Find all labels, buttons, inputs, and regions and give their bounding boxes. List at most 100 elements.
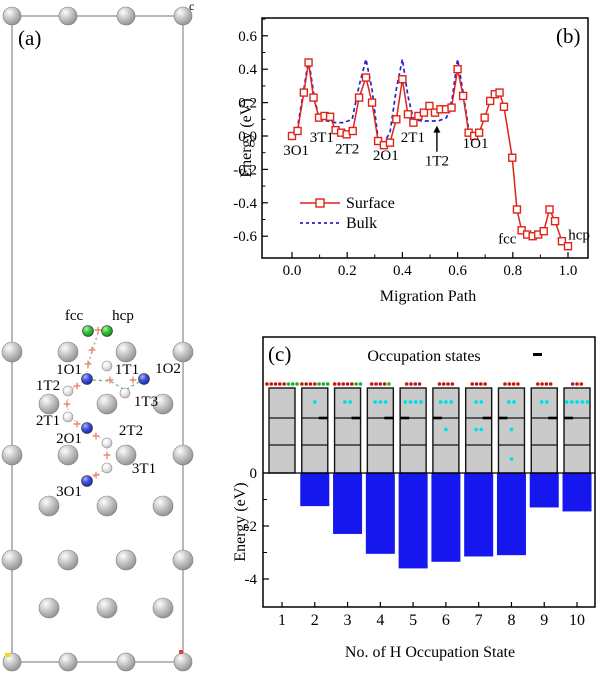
transition-state-plus-icon bbox=[106, 376, 114, 384]
surface-marker bbox=[499, 102, 509, 111]
electron-dot-cyan bbox=[474, 400, 478, 404]
panel-a-structure-svg: fcc hcp 1O1 1T1 1O2 1T2 1T3 2T1 2O1 2T2 3T1 3O1 c bbox=[1, 0, 194, 672]
metal-atom-sphere bbox=[172, 444, 194, 466]
electron-dot-cyan bbox=[444, 400, 448, 404]
surface-marker bbox=[309, 93, 318, 102]
plot-frame bbox=[261, 17, 589, 259]
fermi-level-dash bbox=[482, 416, 492, 420]
annotation-fcc: fcc bbox=[498, 232, 517, 248]
electron-dot-cyan bbox=[564, 400, 569, 404]
h-dot-red bbox=[337, 382, 341, 386]
h-dot-red bbox=[516, 382, 520, 386]
metal-atom-sphere bbox=[1, 549, 23, 571]
surface-marker bbox=[480, 113, 489, 122]
h-dot-green bbox=[290, 382, 295, 386]
electron-dot-cyan bbox=[569, 400, 574, 404]
panel-b-chart-svg: 0.0 0.2 0.4 0.6 0.8 1.0 0.6 0.4 0.2 0.0 -0.2 -0.4 -0… bbox=[233, 17, 590, 279]
h-dot-red bbox=[269, 382, 274, 386]
electron-dot-cyan bbox=[512, 400, 516, 404]
panel-a-label: (a) bbox=[18, 26, 42, 50]
site-hcp-sphere bbox=[101, 325, 113, 337]
surface-marker bbox=[545, 205, 554, 214]
metal-atom-sphere bbox=[58, 652, 78, 672]
electron-dot-cyan bbox=[479, 400, 484, 404]
surface-marker bbox=[512, 205, 522, 214]
fermi-level-dash bbox=[564, 416, 574, 420]
electron-dot-cyan bbox=[585, 400, 590, 404]
transition-state-plus-icon bbox=[103, 451, 111, 459]
h-dot-red bbox=[308, 382, 313, 386]
h-dot-red bbox=[446, 382, 450, 386]
metal-atom-sphere bbox=[2, 652, 22, 672]
panel-c-chart-svg: 1 2 3 4 5 6 7 8 9 10 0 -2 -4 bbox=[245, 336, 596, 629]
site-label-1T3: 1T3 bbox=[134, 394, 158, 410]
h-dot-red bbox=[404, 382, 409, 386]
transition-state-plus-icon bbox=[92, 471, 100, 479]
x-tick-label: 6 bbox=[442, 612, 450, 629]
panel-c-title: Occupation states bbox=[367, 348, 481, 365]
site-label-fcc: fcc bbox=[65, 308, 84, 324]
energy-bar bbox=[529, 473, 559, 508]
annotation-2T2: 2T2 bbox=[335, 142, 359, 158]
electron-dot-cyan bbox=[312, 400, 317, 404]
h-dot-red bbox=[507, 382, 512, 386]
annotation-3T1: 3T1 bbox=[310, 130, 334, 146]
transition-state-plus-icon bbox=[94, 326, 102, 334]
transition-state-plus-icon bbox=[73, 382, 81, 390]
site-fcc-sphere bbox=[82, 325, 94, 337]
fermi-level-dash bbox=[351, 416, 361, 420]
site-1T3-sphere bbox=[119, 387, 131, 399]
h-dot-red bbox=[345, 382, 350, 386]
x-tick-label: 9 bbox=[540, 612, 548, 629]
electron-dot-cyan bbox=[580, 400, 585, 404]
surface-marker bbox=[398, 75, 407, 84]
electron-dot-cyan bbox=[479, 427, 484, 432]
site-2T2-sphere bbox=[101, 437, 113, 449]
site-label-1O2: 1O2 bbox=[155, 361, 181, 377]
surface-marker bbox=[409, 118, 418, 127]
site-label-3O1: 3O1 bbox=[56, 484, 82, 500]
metal-atom-sphere bbox=[2, 6, 22, 26]
h-dot-green bbox=[354, 382, 358, 386]
metal-atom-sphere bbox=[173, 6, 193, 26]
surface-marker bbox=[325, 112, 335, 121]
h-dot-red bbox=[479, 382, 483, 386]
metal-atom-sphere bbox=[96, 597, 118, 619]
electron-dot-cyan bbox=[419, 400, 423, 404]
surface-marker bbox=[495, 88, 504, 97]
h-dot-red bbox=[441, 382, 446, 386]
metal-atom-sphere bbox=[57, 444, 79, 466]
annotation-3O1: 3O1 bbox=[283, 143, 309, 159]
metal-atom-sphere bbox=[116, 6, 136, 26]
annotation-hcp: hcp bbox=[568, 228, 590, 244]
surface-marker bbox=[304, 58, 313, 67]
transition-state-plus-icon bbox=[84, 360, 92, 368]
panel-c-x-axis-title: No. of H Occupation State bbox=[344, 644, 516, 661]
h-dot-red bbox=[450, 382, 455, 386]
transition-state-plus-icon bbox=[88, 346, 96, 354]
h-dot-red bbox=[579, 382, 584, 386]
x-tick-label: 8 bbox=[507, 612, 515, 629]
occupation-box bbox=[530, 387, 558, 474]
legend-surface-marker bbox=[315, 198, 325, 208]
site-label-2O1: 2O1 bbox=[56, 431, 82, 447]
surface-marker bbox=[485, 96, 495, 106]
surface-marker bbox=[361, 73, 371, 82]
y-tick-label: 0.0 bbox=[238, 129, 257, 145]
site-3T1-sphere bbox=[101, 462, 113, 474]
x-tick-label: 0.6 bbox=[448, 263, 467, 279]
energy-bar bbox=[365, 473, 395, 554]
y-tick-label: 0.4 bbox=[238, 62, 257, 78]
h-dot-red bbox=[535, 382, 540, 386]
electron-dot-cyan bbox=[474, 427, 478, 432]
origin-marker-red bbox=[179, 650, 183, 654]
h-dot-red bbox=[544, 382, 549, 386]
x-tick-label: 5 bbox=[409, 612, 417, 629]
electron-dot-cyan bbox=[506, 400, 511, 404]
fermi-level-dash bbox=[318, 416, 328, 420]
metal-atom-sphere bbox=[152, 495, 174, 517]
site-1T1-sphere bbox=[101, 360, 113, 372]
legend-bulk-label: Bulk bbox=[346, 215, 377, 232]
transition-state-plus-icon bbox=[92, 432, 100, 440]
